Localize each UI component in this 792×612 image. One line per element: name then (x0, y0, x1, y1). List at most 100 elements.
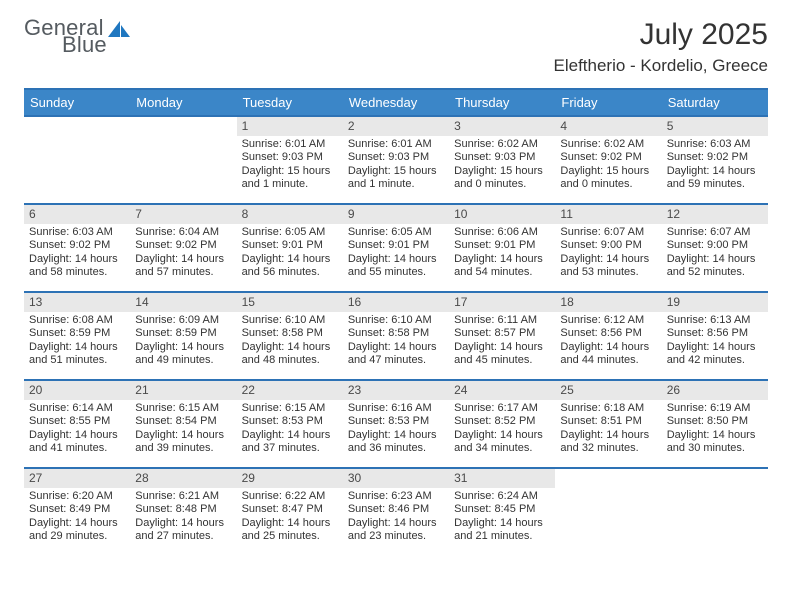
daylight-text: Daylight: 14 hours and 41 minutes. (29, 429, 125, 456)
day-cell: 5Sunrise: 6:03 AMSunset: 9:02 PMDaylight… (662, 117, 768, 203)
day-body: Sunrise: 6:09 AMSunset: 8:59 PMDaylight:… (130, 312, 236, 372)
day-number: 30 (343, 469, 449, 488)
day-number: 2 (343, 117, 449, 136)
sunset-text: Sunset: 9:00 PM (667, 239, 763, 252)
daylight-text: Daylight: 14 hours and 44 minutes. (560, 341, 656, 368)
sunset-text: Sunset: 9:00 PM (560, 239, 656, 252)
day-number: 8 (237, 205, 343, 224)
week-row: ..1Sunrise: 6:01 AMSunset: 9:03 PMDaylig… (24, 115, 768, 203)
daylight-text: Daylight: 15 hours and 0 minutes. (560, 165, 656, 192)
sunrise-text: Sunrise: 6:14 AM (29, 402, 125, 415)
daylight-text: Daylight: 14 hours and 53 minutes. (560, 253, 656, 280)
daylight-text: Daylight: 14 hours and 58 minutes. (29, 253, 125, 280)
day-cell: 8Sunrise: 6:05 AMSunset: 9:01 PMDaylight… (237, 205, 343, 291)
sunrise-text: Sunrise: 6:01 AM (348, 138, 444, 151)
daylight-text: Daylight: 14 hours and 29 minutes. (29, 517, 125, 544)
day-number: 3 (449, 117, 555, 136)
sunset-text: Sunset: 9:02 PM (29, 239, 125, 252)
daylight-text: Daylight: 14 hours and 45 minutes. (454, 341, 550, 368)
day-cell: 16Sunrise: 6:10 AMSunset: 8:58 PMDayligh… (343, 293, 449, 379)
logo: General Blue (24, 18, 132, 56)
day-body: Sunrise: 6:03 AMSunset: 9:02 PMDaylight:… (24, 224, 130, 284)
day-cell: 17Sunrise: 6:11 AMSunset: 8:57 PMDayligh… (449, 293, 555, 379)
day-number: 27 (24, 469, 130, 488)
daylight-text: Daylight: 14 hours and 59 minutes. (667, 165, 763, 192)
day-body (24, 136, 130, 142)
day-cell: 23Sunrise: 6:16 AMSunset: 8:53 PMDayligh… (343, 381, 449, 467)
sunset-text: Sunset: 9:01 PM (242, 239, 338, 252)
day-body: Sunrise: 6:20 AMSunset: 8:49 PMDaylight:… (24, 488, 130, 548)
daylight-text: Daylight: 15 hours and 1 minute. (242, 165, 338, 192)
day-number: 6 (24, 205, 130, 224)
sunset-text: Sunset: 8:51 PM (560, 415, 656, 428)
daylight-text: Daylight: 14 hours and 21 minutes. (454, 517, 550, 544)
day-body: Sunrise: 6:06 AMSunset: 9:01 PMDaylight:… (449, 224, 555, 284)
day-cell: 15Sunrise: 6:10 AMSunset: 8:58 PMDayligh… (237, 293, 343, 379)
day-body: Sunrise: 6:03 AMSunset: 9:02 PMDaylight:… (662, 136, 768, 196)
sunset-text: Sunset: 8:50 PM (667, 415, 763, 428)
day-number: 11 (555, 205, 661, 224)
day-number: 1 (237, 117, 343, 136)
day-body: Sunrise: 6:10 AMSunset: 8:58 PMDaylight:… (237, 312, 343, 372)
day-number: 9 (343, 205, 449, 224)
daylight-text: Daylight: 14 hours and 34 minutes. (454, 429, 550, 456)
daylight-text: Daylight: 14 hours and 27 minutes. (135, 517, 231, 544)
sunrise-text: Sunrise: 6:17 AM (454, 402, 550, 415)
daylight-text: Daylight: 14 hours and 51 minutes. (29, 341, 125, 368)
daylight-text: Daylight: 14 hours and 57 minutes. (135, 253, 231, 280)
day-body: Sunrise: 6:22 AMSunset: 8:47 PMDaylight:… (237, 488, 343, 548)
sunrise-text: Sunrise: 6:06 AM (454, 226, 550, 239)
day-body: Sunrise: 6:07 AMSunset: 9:00 PMDaylight:… (662, 224, 768, 284)
day-cell: 20 Sunrise: 6:14 AMSunset: 8:55 PMDayligh… (24, 381, 130, 467)
daylight-text: Daylight: 15 hours and 1 minute. (348, 165, 444, 192)
daylight-text: Daylight: 14 hours and 23 minutes. (348, 517, 444, 544)
sunrise-text: Sunrise: 6:09 AM (135, 314, 231, 327)
sunrise-text: Sunrise: 6:03 AM (29, 226, 125, 239)
day-body: Sunrise: 6:12 AMSunset: 8:56 PMDaylight:… (555, 312, 661, 372)
daylight-text: Daylight: 14 hours and 55 minutes. (348, 253, 444, 280)
day-cell: 12Sunrise: 6:07 AMSunset: 9:00 PMDayligh… (662, 205, 768, 291)
day-number: 17 (449, 293, 555, 312)
day-cell: 25Sunrise: 6:18 AMSunset: 8:51 PMDayligh… (555, 381, 661, 467)
sunset-text: Sunset: 8:46 PM (348, 503, 444, 516)
sunset-text: Sunset: 8:52 PM (454, 415, 550, 428)
day-cell: 11Sunrise: 6:07 AMSunset: 9:00 PMDayligh… (555, 205, 661, 291)
day-cell: 9Sunrise: 6:05 AMSunset: 9:01 PMDaylight… (343, 205, 449, 291)
day-body: Sunrise: 6:05 AMSunset: 9:01 PMDaylight:… (343, 224, 449, 284)
day-body: Sunrise: 6:19 AMSunset: 8:50 PMDaylight:… (662, 400, 768, 460)
day-body: Sunrise: 6:23 AMSunset: 8:46 PMDaylight:… (343, 488, 449, 548)
title-block: July 2025 Eleftherio - Kordelio, Greece (554, 18, 769, 76)
sunrise-text: Sunrise: 6:02 AM (454, 138, 550, 151)
logo-line2: Blue (62, 35, 107, 56)
sunrise-text: Sunrise: 6:19 AM (667, 402, 763, 415)
week-row: 20Sunrise: 6:14 AMSunset: 8:55 PMDayligh… (24, 379, 768, 467)
day-cell: 24Sunrise: 6:17 AMSunset: 8:52 PMDayligh… (449, 381, 555, 467)
sunrise-text: Sunrise: 6:12 AM (560, 314, 656, 327)
day-body: Sunrise: 6:24 AMSunset: 8:45 PMDaylight:… (449, 488, 555, 548)
logo-text-block: General Blue (24, 18, 132, 56)
sunset-text: Sunset: 8:55 PM (29, 415, 125, 428)
day-number: 19 (662, 293, 768, 312)
daylight-text: Daylight: 14 hours and 30 minutes. (667, 429, 763, 456)
day-body: Sunrise: 6:10 AMSunset: 8:58 PMDaylight:… (343, 312, 449, 372)
sunset-text: Sunset: 8:59 PM (135, 327, 231, 340)
day-cell: 1Sunrise: 6:01 AMSunset: 9:03 PMDaylight… (237, 117, 343, 203)
day-body: Sunrise: 6:13 AMSunset: 8:56 PMDaylight:… (662, 312, 768, 372)
day-number: 7 (130, 205, 236, 224)
day-body: Sunrise: 6:04 AMSunset: 9:02 PMDaylight:… (130, 224, 236, 284)
day-cell: . (662, 469, 768, 555)
day-number: 20 (24, 381, 130, 400)
day-cell: . (130, 117, 236, 203)
sunrise-text: Sunrise: 6:16 AM (348, 402, 444, 415)
day-header: Monday (130, 90, 236, 115)
day-number: 31 (449, 469, 555, 488)
day-body: Sunrise: 6:15 AMSunset: 8:53 PMDaylight:… (237, 400, 343, 460)
day-number: 25 (555, 381, 661, 400)
day-number: 18 (555, 293, 661, 312)
day-header: Wednesday (343, 90, 449, 115)
daylight-text: Daylight: 14 hours and 54 minutes. (454, 253, 550, 280)
sunset-text: Sunset: 9:02 PM (667, 151, 763, 164)
day-body: Sunrise: 6:01 AMSunset: 9:03 PMDaylight:… (237, 136, 343, 196)
day-cell: 19Sunrise: 6:13 AMSunset: 8:56 PMDayligh… (662, 293, 768, 379)
sunset-text: Sunset: 8:56 PM (560, 327, 656, 340)
